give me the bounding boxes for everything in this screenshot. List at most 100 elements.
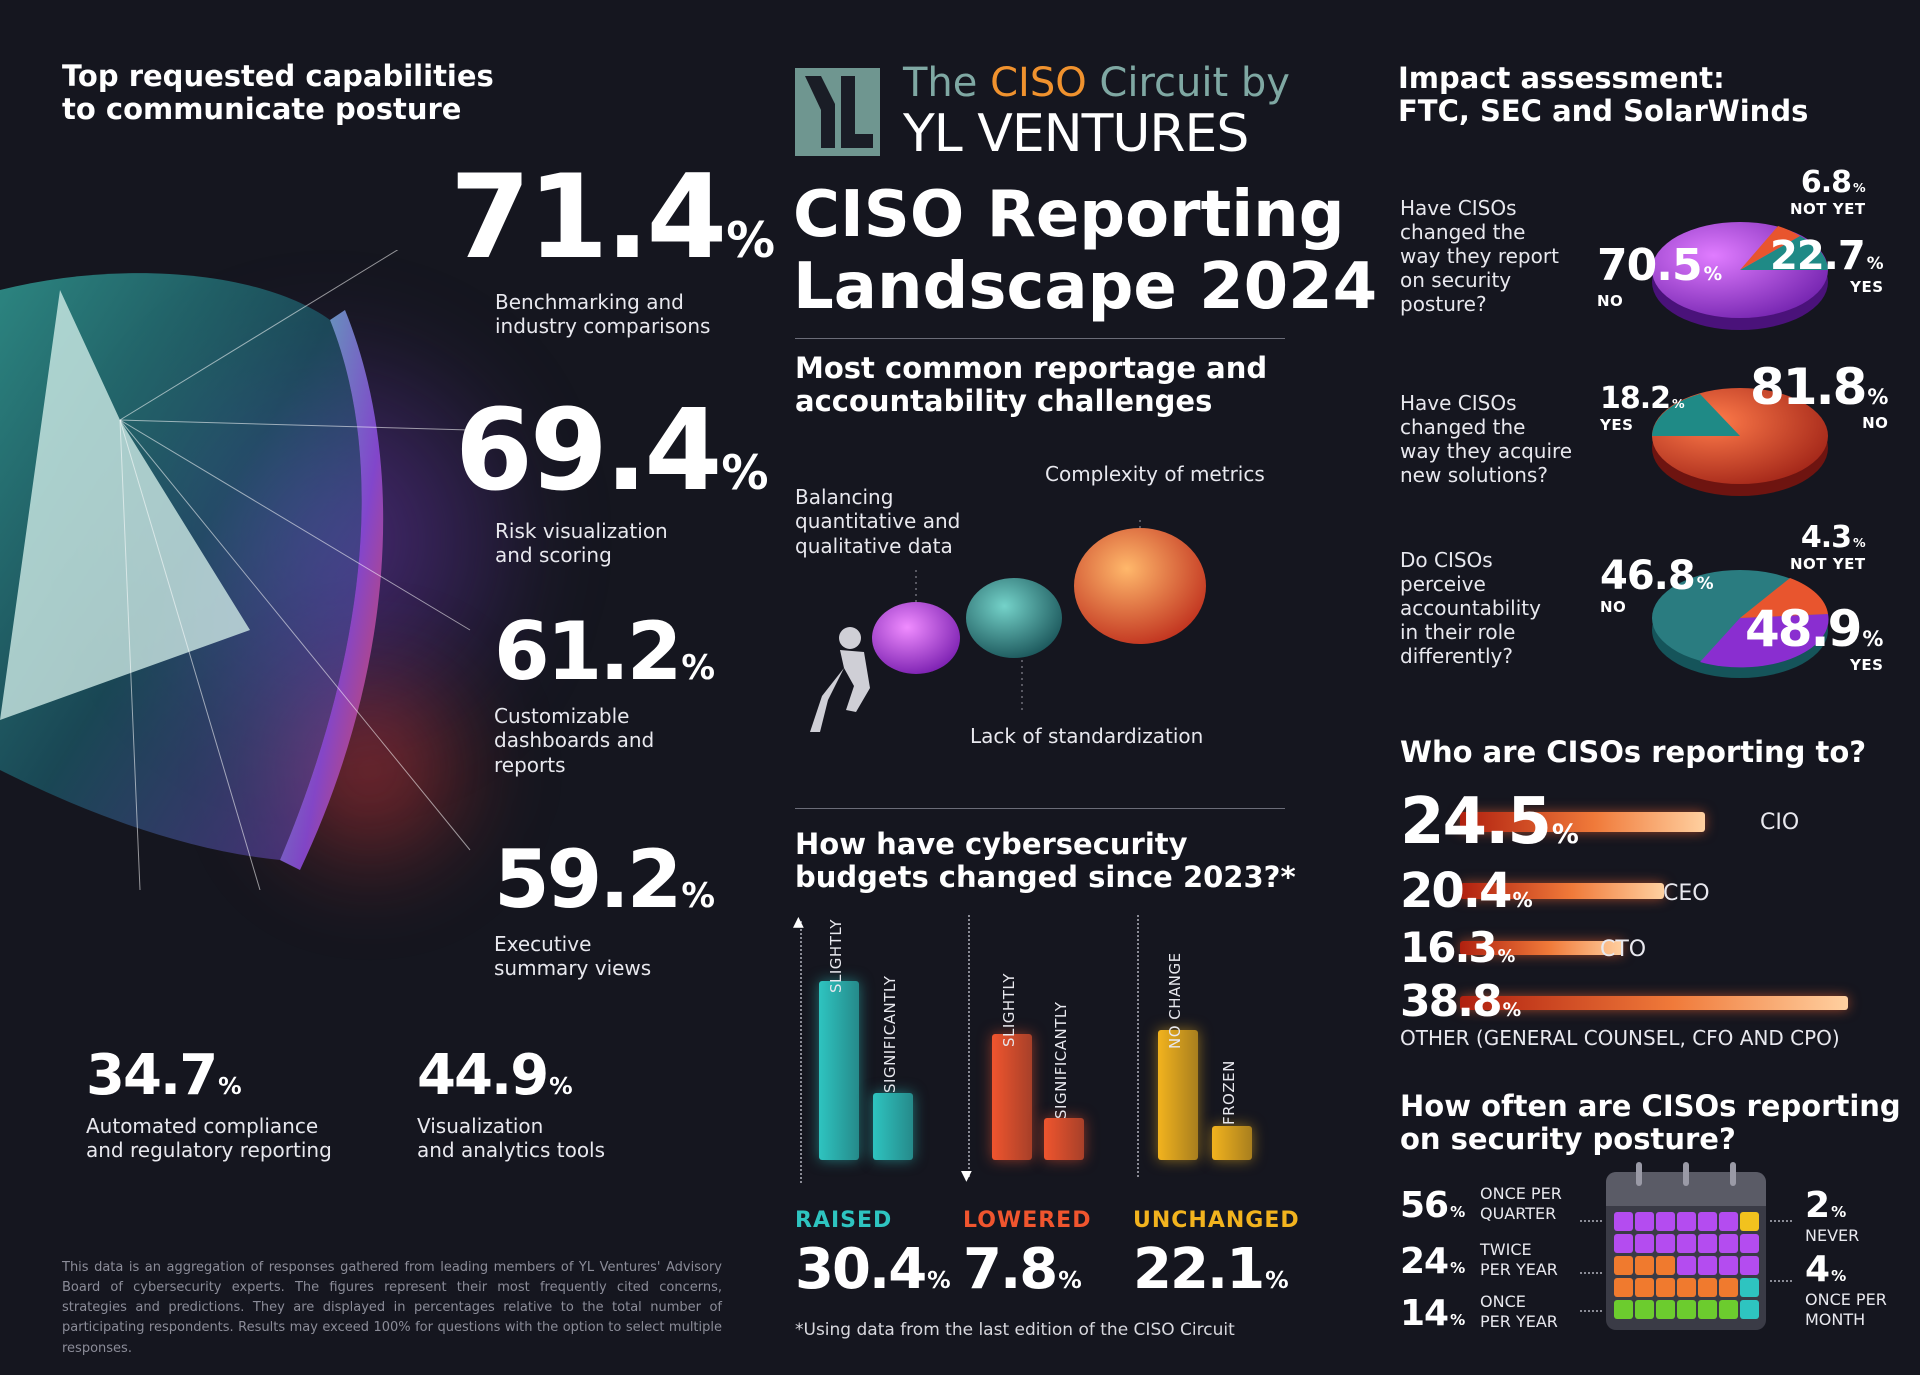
calendar-cell (1656, 1300, 1675, 1319)
freq-connector (1770, 1220, 1792, 1222)
calendar-cell (1614, 1300, 1633, 1319)
calendar-cell (1740, 1278, 1759, 1297)
calendar-cell (1635, 1278, 1654, 1297)
q3-no-value: 46.8% NO (1600, 553, 1714, 616)
freq-once-month: 4% ONCE PER MONTH (1805, 1249, 1887, 1330)
q1-no-value: 70.5% NO (1597, 240, 1723, 311)
divider (795, 338, 1285, 339)
q3-not-yet-value: 4.3% NOT YET (1790, 520, 1866, 574)
budget-bar-no-change (1158, 1030, 1198, 1160)
budget-group-raised: ▲ SLIGHTLY SIGNIFICANTLY (793, 914, 955, 1183)
capability-executive-summary: 59.2% Executive summary views (494, 840, 715, 981)
calendar-cell (1677, 1256, 1696, 1275)
impact-q2-pie (1652, 388, 1828, 496)
budgets-title: How have cybersecurity budgets changed s… (795, 827, 1296, 895)
capability-risk-visualization: 69.4% Risk visualization and scoring (455, 395, 768, 568)
calendar-cell (1635, 1256, 1654, 1275)
calendar-grid (1614, 1212, 1762, 1326)
capability-value: 59.2% (494, 833, 716, 926)
left-title: Top requested capabilities to communicat… (62, 59, 494, 127)
freq-connector (1770, 1280, 1792, 1282)
capability-label: Executive summary views (494, 932, 652, 981)
raise-arrow-line (800, 921, 802, 1183)
arrow-up-icon: ▲ (793, 914, 804, 930)
pie-slice-yes (1700, 614, 1829, 668)
reporting-row-cio: 24.5% CIO (1400, 790, 1880, 854)
impact-q3-question: Do CISOs perceive accountability in their r… (1400, 548, 1541, 668)
reporting-value: 20.4% (1400, 863, 1533, 919)
reporting-bar-ceo (1460, 883, 1664, 899)
calendar-cell (1614, 1278, 1633, 1297)
q1-yes-value: 22.7% YES (1770, 233, 1884, 296)
capability-dashboards: 61.2% Customizable dashboards and reports (494, 612, 715, 777)
reporting-row-other: 38.8% OTHER (GENERAL COUNSEL, CFO AND CP… (1400, 980, 1880, 1050)
pie-slice-not-yet (1740, 578, 1828, 618)
page-title: CISO Reporting Landscape 2024 (793, 178, 1378, 324)
brand-accent: CISO (990, 60, 1087, 106)
reporting-title: Who are CISOs reporting to? (1400, 735, 1867, 769)
freq-connector (1580, 1220, 1602, 1222)
capability-value: 34.7% (86, 1043, 242, 1108)
calendar-cell (1614, 1256, 1633, 1275)
budget-bar-label: NO CHANGE (1166, 952, 1184, 1049)
capability-label: Risk visualization and scoring (495, 519, 668, 568)
calendar-cell (1614, 1212, 1633, 1231)
left-title-line1: Top requested capabilities (62, 59, 494, 93)
calendar-cell (1740, 1256, 1759, 1275)
reporting-bar-other (1460, 996, 1848, 1010)
capability-value: 69.4% (455, 386, 769, 516)
reporting-label: OTHER (GENERAL COUNSEL, CFO AND CPO) (1400, 1026, 1840, 1050)
calendar-cell (1698, 1212, 1717, 1231)
yl-logo-icon (795, 68, 880, 156)
calendar-cell (1719, 1278, 1738, 1297)
capability-value: 61.2% (494, 605, 716, 698)
impact-q1-pie (1652, 222, 1828, 330)
q2-no-value: 81.8% NO (1750, 358, 1889, 432)
lower-arrow-line (968, 915, 970, 1177)
challenge-standard-label: Lack of standardization (970, 724, 1204, 748)
calendar-cell (1614, 1234, 1633, 1253)
capability-label: Automated compliance and regulatory repor… (86, 1114, 332, 1163)
challenge-balancing-label: Balancing quantitative and qualitative d… (795, 485, 961, 558)
brand-line1: The CISO Circuit by (903, 60, 1290, 106)
freq-never: 2% NEVER (1805, 1185, 1860, 1246)
budget-group-value: 7.8% (963, 1237, 1082, 1302)
reporting-label: CEO (1663, 881, 1710, 906)
calendar-cell (1635, 1300, 1654, 1319)
calendar-cell (1656, 1278, 1675, 1297)
impact-q1-question: Have CISOs changed the way they report on s… (1400, 196, 1559, 316)
impact-q3-pie (1652, 570, 1829, 678)
budget-bar-lowered-significantly (1044, 1118, 1084, 1160)
calendar-cell (1677, 1278, 1696, 1297)
reporting-bar-cto (1460, 941, 1623, 955)
budget-bar-raised-slightly (819, 981, 859, 1160)
capability-benchmarking: 71.4% Benchmarking and industry compariso… (450, 160, 775, 339)
calendar-cell (1740, 1300, 1759, 1319)
q1-not-yet-value: 6.8% NOT YET (1790, 165, 1866, 219)
yl-logo (795, 68, 880, 156)
capability-label: Benchmarking and industry comparisons (495, 290, 711, 339)
calendar-cell (1656, 1234, 1675, 1253)
calendar-cell (1698, 1278, 1717, 1297)
calendar-cell (1719, 1212, 1738, 1231)
pie-slice-yes (1652, 394, 1740, 436)
divider (795, 808, 1285, 809)
challenges-title: Most common reportage and accountability… (795, 351, 1268, 419)
calendar-cell (1635, 1212, 1654, 1231)
budget-bar-raised-significantly (873, 1093, 913, 1160)
reporting-value: 16.3% (1400, 923, 1516, 972)
budget-group-name: RAISED (795, 1208, 893, 1233)
calendar-cell (1698, 1234, 1717, 1253)
budget-group-lowered: ▼ SLIGHTLY SIGNIFICANTLY (961, 915, 1122, 1183)
arrow-down-icon: ▼ (961, 1168, 972, 1184)
q3-yes-value: 48.9% YES (1745, 600, 1884, 674)
calendar-cell (1698, 1256, 1717, 1275)
reporting-label: CTO (1600, 937, 1647, 962)
capability-visualization-tools: 44.9% Visualization and analytics tools (417, 1048, 605, 1163)
budget-bar-label: SLIGHTLY (827, 919, 845, 993)
pie-slice-yes (1740, 236, 1828, 270)
calendar-cell (1677, 1234, 1696, 1253)
calendar-cell (1719, 1300, 1738, 1319)
impact-q2-question: Have CISOs changed the way they acquire new… (1400, 391, 1573, 487)
budget-bar-label: SIGNIFICANTLY (1052, 1001, 1070, 1119)
